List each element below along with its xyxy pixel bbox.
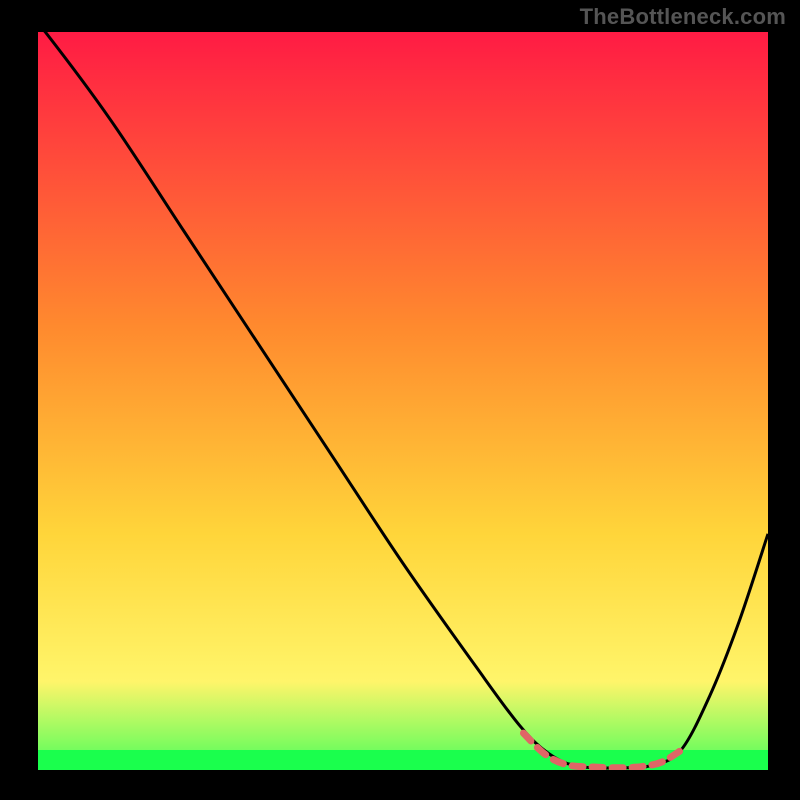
plot-gradient <box>38 32 768 770</box>
bottleneck-chart <box>0 0 800 800</box>
watermark-label: TheBottleneck.com <box>580 4 786 30</box>
